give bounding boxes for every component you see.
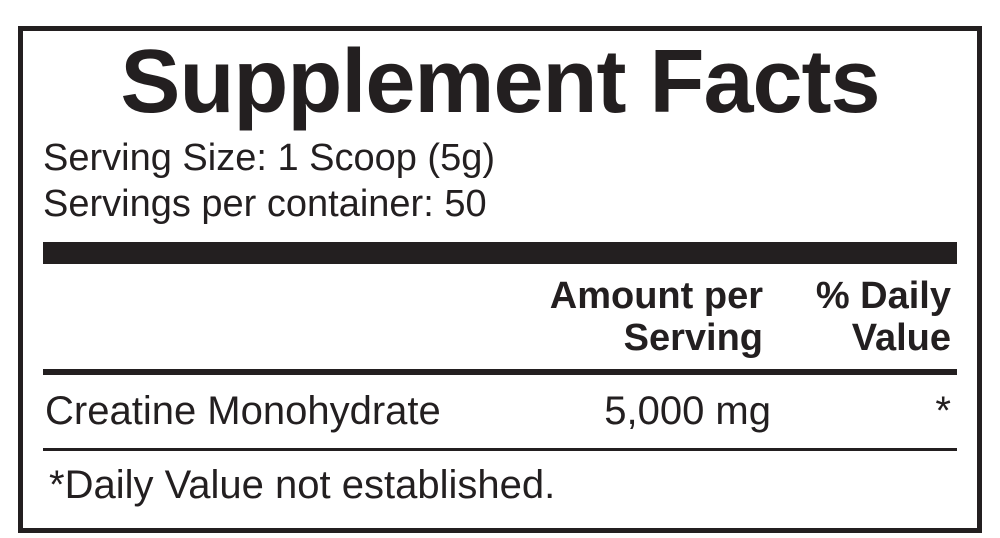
thick-divider bbox=[43, 242, 957, 264]
column-headers: Amount per Serving % Daily Value bbox=[43, 270, 957, 366]
ingredient-daily-value: * bbox=[831, 389, 951, 434]
thin-divider bbox=[43, 448, 957, 451]
serving-size: Serving Size: 1 Scoop (5g) bbox=[43, 135, 957, 181]
ingredient-amount: 5,000 mg bbox=[561, 389, 831, 434]
panel-title: Supplement Facts bbox=[43, 37, 957, 127]
supplement-facts-panel: Supplement Facts Serving Size: 1 Scoop (… bbox=[18, 26, 982, 533]
header-daily-value: % Daily Value bbox=[791, 276, 951, 360]
ingredient-row: Creatine Monohydrate 5,000 mg * bbox=[43, 379, 957, 444]
header-amount-per-serving: Amount per Serving bbox=[493, 276, 763, 360]
footnote: *Daily Value not established. bbox=[43, 455, 957, 514]
ingredient-name: Creatine Monohydrate bbox=[45, 389, 561, 434]
servings-per-container: Servings per container: 50 bbox=[43, 181, 957, 227]
medium-divider bbox=[43, 369, 957, 375]
